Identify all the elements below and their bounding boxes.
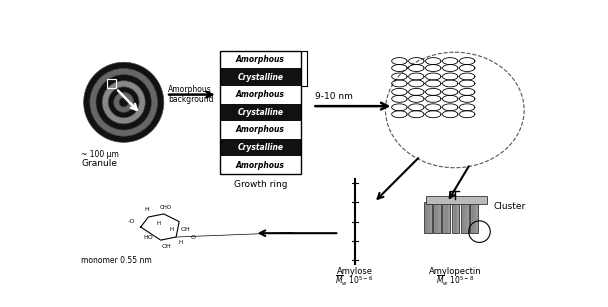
Text: ~ 100 μm: ~ 100 μm — [81, 150, 119, 159]
Ellipse shape — [84, 62, 164, 142]
Text: CHO: CHO — [160, 205, 172, 210]
Text: H: H — [170, 227, 173, 232]
Text: Amorphous: Amorphous — [236, 161, 285, 169]
Ellipse shape — [108, 87, 139, 118]
Ellipse shape — [102, 81, 145, 124]
Bar — [426, 196, 487, 204]
Text: Amylose: Amylose — [337, 267, 373, 276]
Text: OH: OH — [161, 244, 171, 249]
Ellipse shape — [385, 52, 524, 168]
Bar — [220, 51, 301, 68]
Bar — [220, 139, 301, 156]
Text: Amorphous
background: Amorphous background — [168, 85, 214, 104]
Text: HO: HO — [143, 235, 153, 239]
Bar — [461, 202, 469, 233]
Ellipse shape — [96, 75, 151, 130]
Bar — [424, 202, 432, 233]
Bar — [220, 121, 301, 139]
Text: Amorphous: Amorphous — [236, 125, 285, 134]
Text: $\overline{M}_w$ 10$^{5-8}$: $\overline{M}_w$ 10$^{5-8}$ — [435, 274, 474, 288]
Text: Crystalline: Crystalline — [237, 143, 283, 152]
Text: Granule: Granule — [81, 158, 117, 168]
Ellipse shape — [90, 68, 157, 136]
Text: H: H — [179, 240, 183, 245]
Bar — [220, 156, 301, 174]
Text: Amorphous: Amorphous — [236, 55, 285, 64]
Text: Crystalline: Crystalline — [237, 72, 283, 82]
Text: OH: OH — [181, 227, 190, 232]
Text: Amylopectin: Amylopectin — [429, 267, 481, 276]
Text: Crystalline: Crystalline — [237, 108, 283, 117]
Bar — [470, 202, 478, 233]
Text: H: H — [156, 221, 161, 226]
Bar — [434, 202, 441, 233]
Bar — [452, 202, 460, 233]
Bar — [220, 68, 301, 86]
Text: O: O — [190, 235, 196, 239]
Ellipse shape — [114, 92, 134, 112]
Text: Amorphous: Amorphous — [236, 90, 285, 99]
Text: Growth ring: Growth ring — [233, 180, 287, 189]
Bar — [107, 79, 116, 88]
Bar — [443, 202, 450, 233]
Bar — [220, 103, 301, 121]
Text: $\overline{M}_w$ 10$^{5-6}$: $\overline{M}_w$ 10$^{5-6}$ — [336, 274, 374, 288]
Text: monomer 0.55 nm: monomer 0.55 nm — [81, 256, 152, 265]
Text: -O: -O — [128, 219, 135, 224]
Bar — [220, 51, 301, 174]
Text: H: H — [145, 207, 149, 212]
Text: 9-10 nm: 9-10 nm — [315, 92, 353, 101]
Text: Cluster: Cluster — [493, 202, 525, 211]
Ellipse shape — [119, 98, 128, 107]
Bar — [220, 86, 301, 103]
